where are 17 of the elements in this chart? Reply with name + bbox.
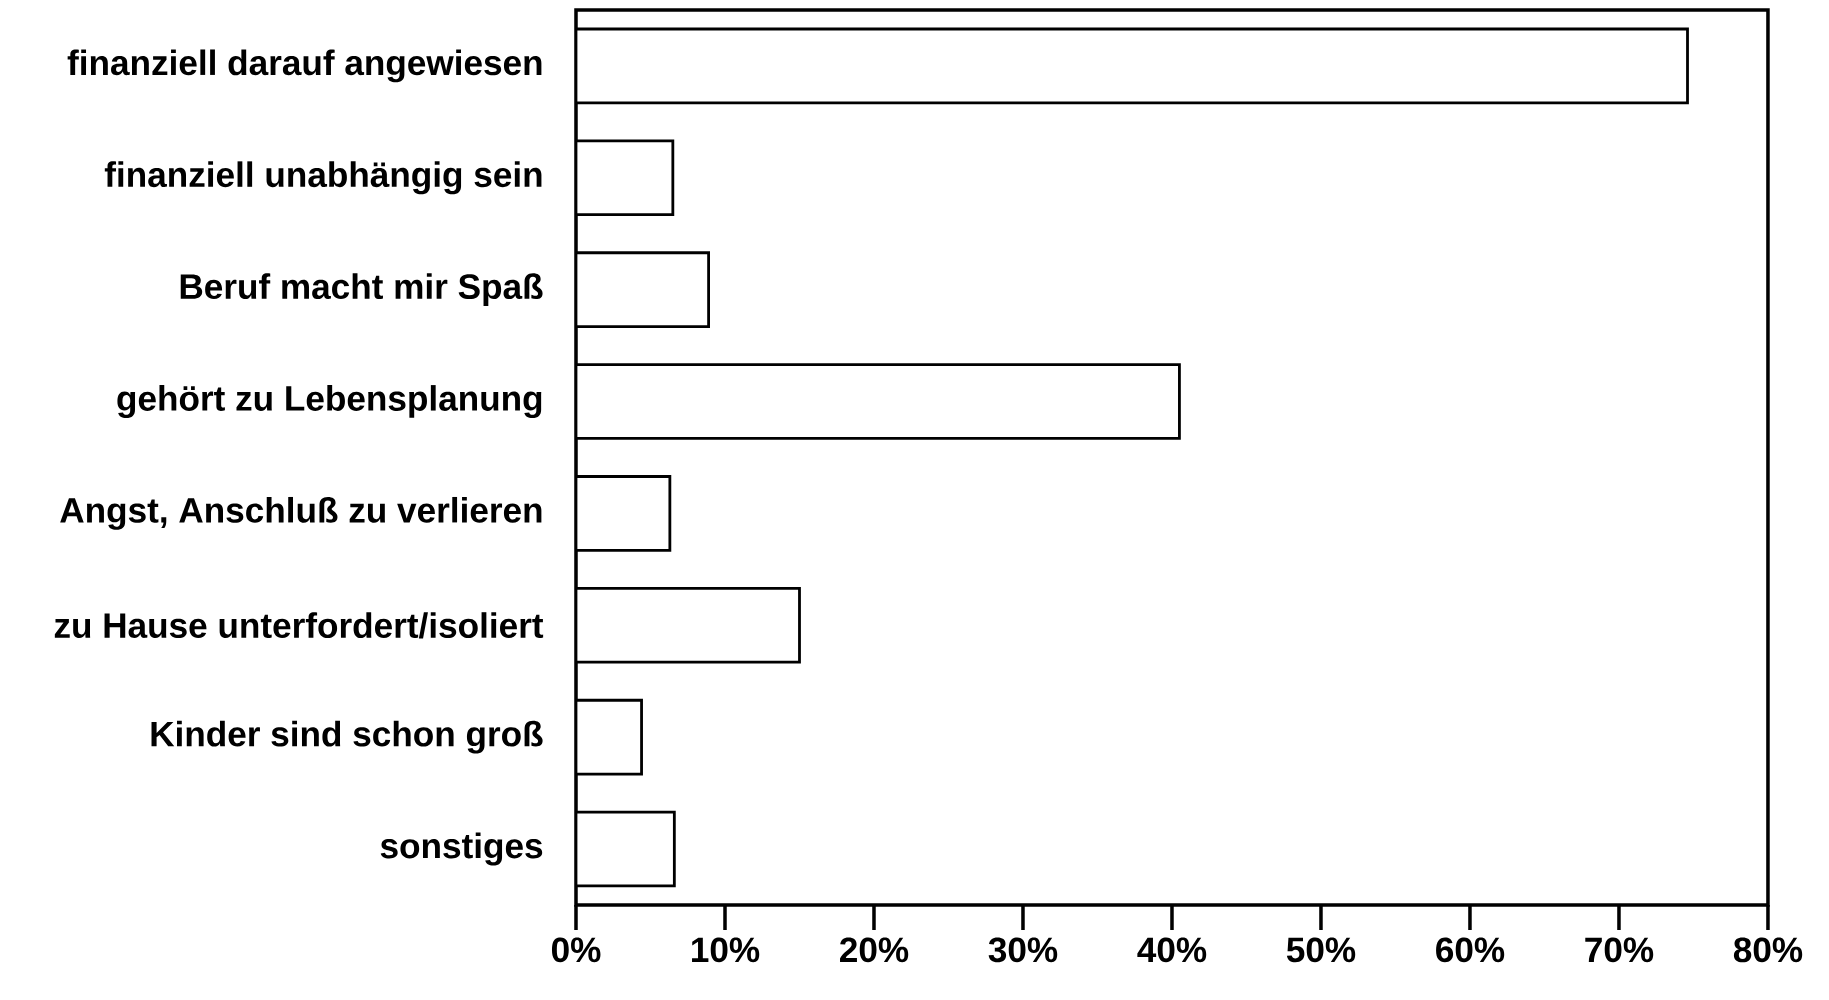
x-tick-label: 80% [1733, 937, 1803, 963]
x-tick-label: 60% [1436, 937, 1505, 963]
x-tick-label: 40% [1137, 937, 1207, 963]
y-tick-label: zu Hause unterfordert/isoliert [54, 612, 544, 639]
y-tick-label: finanziell darauf angewiesen [67, 49, 542, 83]
x-tick-label: 70% [1585, 937, 1654, 963]
y-tick-label: finanziell unabhängig sein [104, 161, 542, 195]
y-tick-label: Kinder sind schon groß [151, 720, 543, 754]
x-tick-label: 50% [1286, 937, 1356, 963]
y-tick-label: Beruf macht mir Spaß [180, 273, 543, 307]
x-tick-label: 30% [988, 937, 1058, 963]
x-tick-label: 10% [692, 937, 760, 963]
y-tick-label: sonstiges [380, 832, 543, 866]
y-tick-label: gehört zu Lebensplanung [117, 385, 542, 419]
x-tick-label: 0% [551, 937, 601, 963]
x-tick-label: 20% [840, 937, 909, 963]
y-tick-label: Angst, Anschluß zu verlieren [60, 496, 542, 530]
